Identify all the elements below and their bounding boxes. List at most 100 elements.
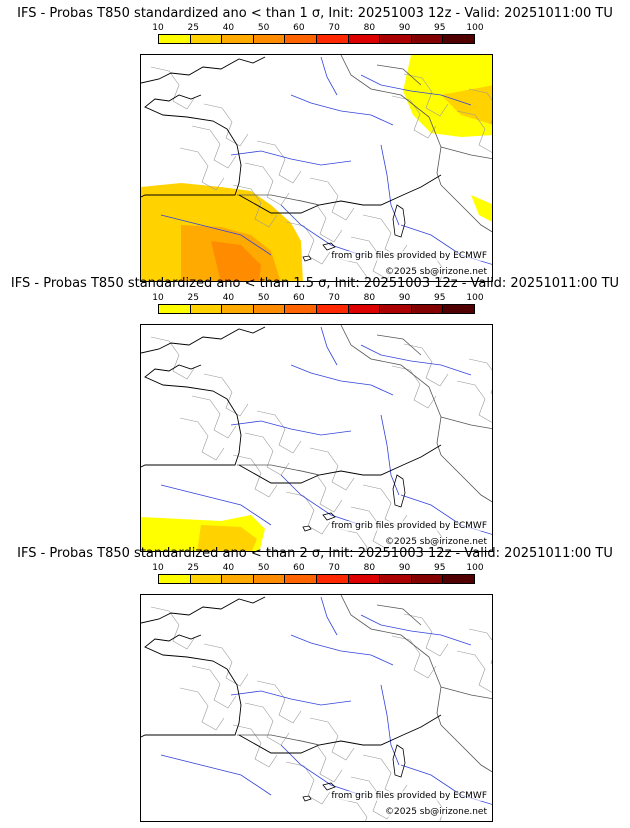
admin-boundary bbox=[244, 162, 290, 206]
colorbar-tick-label: 100 bbox=[466, 563, 484, 573]
colorbar-segment bbox=[316, 575, 349, 583]
colorbar-segment bbox=[380, 575, 412, 583]
admin-boundary bbox=[456, 110, 492, 153]
river bbox=[280, 204, 362, 256]
colorbar-segment bbox=[411, 575, 444, 583]
river bbox=[160, 484, 272, 526]
colorbar-tick-label: 40 bbox=[222, 23, 235, 33]
country-border bbox=[340, 325, 442, 456]
river bbox=[160, 214, 272, 256]
colorbar-segment bbox=[411, 35, 444, 43]
panel-title: IFS - Probas T850 standardized ano < tha… bbox=[17, 6, 613, 21]
colorbar-segment bbox=[190, 35, 223, 43]
river bbox=[280, 744, 362, 796]
colorbar-tick-label: 50 bbox=[257, 563, 270, 573]
colorbar-tick-label: 60 bbox=[293, 293, 305, 303]
admin-boundary bbox=[403, 343, 449, 387]
corsica-outline bbox=[392, 204, 406, 238]
admin-boundary bbox=[350, 506, 396, 550]
admin-boundary bbox=[256, 140, 302, 184]
country-border bbox=[376, 604, 422, 626]
river bbox=[360, 344, 472, 376]
river bbox=[380, 684, 400, 766]
panel-1: IFS - Probas T850 standardized ano < tha… bbox=[0, 6, 630, 282]
river bbox=[290, 634, 394, 666]
colorbar-segment bbox=[348, 575, 381, 583]
admin-boundary bbox=[150, 66, 196, 110]
admin-boundary bbox=[285, 491, 331, 535]
country-border bbox=[440, 724, 492, 773]
colorbar-tick-label: 100 bbox=[466, 293, 484, 303]
colorbar-ticks: 10 25 40 50 60 70 80 90 95 100 bbox=[140, 23, 483, 34]
admin-boundary bbox=[203, 373, 249, 417]
colorbar-segment bbox=[348, 35, 381, 43]
colorbar-segment bbox=[190, 575, 223, 583]
admin-boundary bbox=[232, 184, 278, 228]
river bbox=[230, 420, 352, 436]
colorbar-tick-label: 40 bbox=[222, 293, 235, 303]
country-border bbox=[440, 454, 492, 503]
probability-map: from grib files provided by ECMWF ©2025 … bbox=[140, 594, 493, 822]
colorbar-tick-label: 90 bbox=[398, 23, 411, 33]
admin-boundary bbox=[256, 680, 302, 724]
admin-boundary bbox=[338, 528, 368, 551]
colorbar-tick-label: 90 bbox=[398, 563, 411, 573]
admin-boundary bbox=[191, 125, 237, 169]
probability-map: from grib files provided by ECMWF ©2025 … bbox=[140, 324, 493, 552]
country-border bbox=[440, 146, 492, 160]
colorbar-segment bbox=[443, 305, 474, 313]
admin-boundary bbox=[179, 147, 225, 191]
admin-boundary bbox=[297, 739, 343, 783]
island-outline bbox=[302, 795, 312, 802]
country-border bbox=[440, 416, 492, 430]
admin-boundary bbox=[403, 73, 449, 117]
country-border bbox=[340, 55, 442, 186]
admin-boundary bbox=[309, 177, 355, 221]
colorbar-segment bbox=[222, 35, 254, 43]
colorbar bbox=[158, 34, 475, 44]
admin-boundary bbox=[297, 469, 343, 513]
panel-title: IFS - Probas T850 standardized ano < tha… bbox=[10, 276, 620, 291]
colorbar-tick-label: 50 bbox=[257, 23, 270, 33]
colorbar-tick-label: 50 bbox=[257, 293, 270, 303]
island-outline bbox=[322, 242, 336, 251]
river bbox=[280, 474, 362, 526]
colorbar-tick-label: 95 bbox=[434, 23, 446, 33]
colorbar-tick-label: 25 bbox=[187, 563, 199, 573]
colorbar-segment bbox=[316, 305, 349, 313]
colorbar-segment bbox=[380, 305, 412, 313]
admin-boundary bbox=[232, 454, 278, 498]
copyright-credit: ©2025 sb@irizone.net bbox=[385, 807, 487, 817]
map-graphic bbox=[141, 595, 492, 821]
corsica-outline bbox=[392, 744, 406, 778]
colorbar-tick-label: 25 bbox=[187, 23, 199, 33]
data-source-credit: from grib files provided by ECMWF bbox=[331, 251, 487, 261]
colorbar-tick-label: 10 bbox=[152, 23, 164, 33]
colorbar bbox=[158, 304, 475, 314]
colorbar-tick-label: 70 bbox=[328, 293, 340, 303]
colorbar-tick-label: 80 bbox=[363, 293, 376, 303]
admin-boundary bbox=[256, 410, 302, 454]
river bbox=[290, 364, 394, 396]
colorbar-segment bbox=[253, 305, 286, 313]
colorbar-tick-label: 80 bbox=[363, 563, 376, 573]
corsica-outline bbox=[392, 474, 406, 508]
admin-boundary bbox=[297, 199, 343, 243]
panel-title: IFS - Probas T850 standardized ano < tha… bbox=[17, 546, 613, 561]
map-graphic bbox=[141, 55, 492, 281]
country-border bbox=[376, 64, 422, 86]
colorbar-segment bbox=[159, 305, 191, 313]
admin-boundary bbox=[338, 258, 368, 281]
admin-boundary bbox=[244, 432, 290, 476]
admin-boundary bbox=[150, 606, 196, 650]
coastline bbox=[141, 326, 442, 484]
admin-boundary bbox=[468, 358, 492, 394]
colorbar-ticks: 10 25 40 50 60 70 80 90 95 100 bbox=[140, 563, 484, 574]
probability-area bbox=[471, 195, 492, 222]
admin-boundary bbox=[244, 702, 290, 746]
data-source-credit: from grib files provided by ECMWF bbox=[331, 521, 487, 531]
colorbar-tick-label: 40 bbox=[222, 563, 235, 573]
colorbar-segment bbox=[443, 575, 474, 583]
colorbar-tick-label: 70 bbox=[328, 563, 340, 573]
colorbar-segment bbox=[285, 305, 317, 313]
